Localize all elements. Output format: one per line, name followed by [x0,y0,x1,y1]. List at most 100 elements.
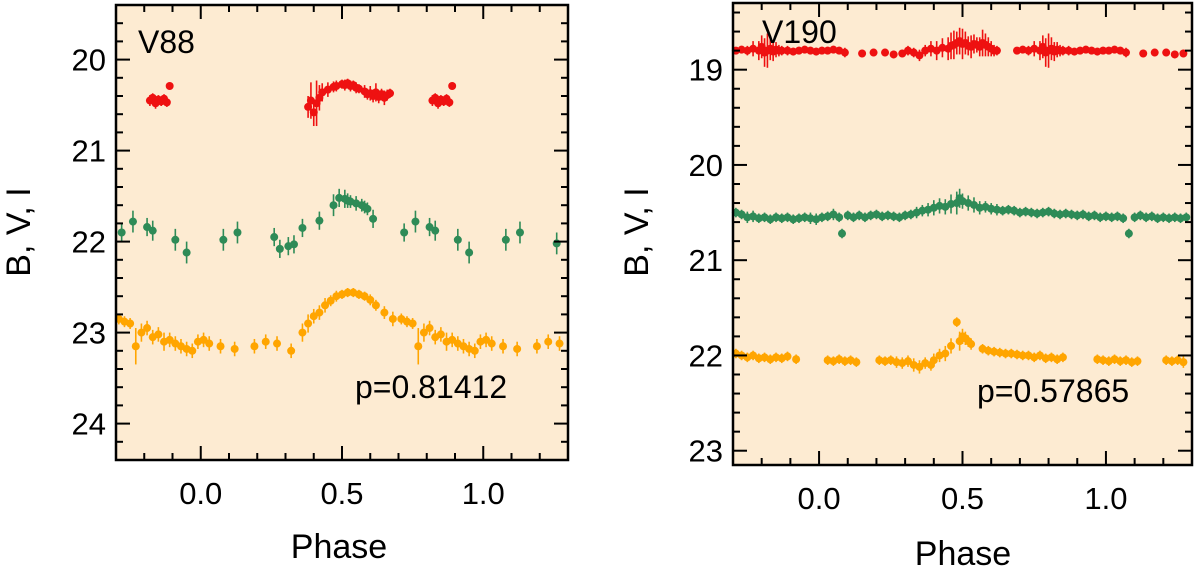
data-point-i [1122,48,1131,57]
data-point-v [1124,229,1133,238]
data-point-i [309,108,318,117]
data-point-b [304,319,313,328]
data-point-b [360,292,369,301]
x-axis-label-v88: Phase [291,528,387,566]
data-point-i [869,48,878,57]
data-point-b [366,295,375,304]
x-tick-label: 0.0 [798,481,841,516]
data-points-v88 [114,78,564,365]
data-point-v [117,228,126,237]
period-annotation-v88: p=0.81412 [355,369,507,405]
x-tick-label: 0.5 [320,476,363,511]
period-annotation-v190: p=0.57865 [977,373,1129,409]
data-point-b [143,324,152,333]
data-point-b [952,318,961,327]
data-point-b [903,357,912,366]
data-point-v [270,233,279,242]
data-point-v [835,213,844,222]
data-point-b [188,346,197,355]
data-point-i [1099,46,1108,55]
data-point-b [499,342,508,351]
data-point-b [388,314,397,323]
plot-frame-v88 [114,3,570,462]
data-point-v [289,240,298,249]
data-point-b [321,301,330,310]
data-point-b [154,330,163,339]
data-point-b [544,337,553,346]
data-point-b [131,342,140,351]
data-point-v [501,235,510,244]
series-i [145,78,457,127]
data-point-b [1133,357,1142,366]
x-tick-label: 1.0 [1084,481,1127,516]
data-point-v [838,229,847,238]
data-point-b [947,341,956,350]
panel-v190: 19 20 21 22 23 0.0 0.5 1.0 V190 p=0.57865 Phase… [618,1,1194,573]
y-tick-label: 21 [72,134,106,169]
data-point-b [783,352,792,361]
data-point-v [275,244,284,253]
data-point-i [858,49,867,58]
data-point-b [470,346,479,355]
data-point-b [1179,358,1188,367]
data-point-i [777,46,786,55]
data-point-i [1139,49,1148,58]
data-point-i [1162,48,1171,57]
data-point-b [419,328,428,337]
data-point-v [1182,213,1191,222]
data-point-b [137,328,146,337]
data-point-b [326,296,335,305]
data-point-v [400,228,409,237]
data-point-v [411,217,420,226]
data-point-b [408,319,417,328]
y-tick-label: 19 [689,53,723,88]
x-tick-label: 0.0 [179,476,222,511]
data-point-b [1018,351,1027,360]
y-tick-label: 21 [689,243,723,278]
data-point-b [1001,349,1010,358]
data-point-v [315,216,324,225]
data-point-v [143,223,152,232]
data-point-v [219,235,228,244]
data-point-b [371,301,380,310]
data-point-b [298,328,307,337]
data-point-v [329,201,338,210]
series-v [731,188,1191,239]
y-axis-label-v190: B, V, I [618,187,656,276]
data-point-v [233,228,242,237]
y-tick-label: 20 [72,43,106,78]
data-point-i [1170,50,1179,59]
series-b [731,317,1188,374]
data-point-b [487,339,496,348]
x-axis-label-v190: Phase [915,535,1011,573]
data-point-i [304,102,313,111]
data-point-v [128,217,137,226]
data-point-i [445,98,454,107]
data-point-i [992,46,1001,55]
data-point-i [165,81,174,90]
data-point-i [915,51,924,60]
data-point-b [315,308,324,317]
data-point-v [453,235,462,244]
data-point-i [889,50,898,59]
data-point-b [199,335,208,344]
data-point-b [967,340,976,349]
data-point-v [363,204,372,213]
series-b [114,288,564,365]
data-point-b [425,324,434,333]
data-point-b [513,344,522,353]
data-point-b [380,308,389,317]
data-point-b [792,355,801,364]
data-point-b [852,358,861,367]
data-point-b [230,344,239,353]
data-point-v [515,228,524,237]
y-axis-label-v88: B, V, I [0,187,38,276]
x-tick-label: 1.0 [462,476,505,511]
data-point-b [250,342,259,351]
data-point-b [941,349,950,358]
data-point-v [431,226,440,235]
data-point-v [298,223,307,232]
data-point-b [165,335,174,344]
data-point-b [482,335,491,344]
